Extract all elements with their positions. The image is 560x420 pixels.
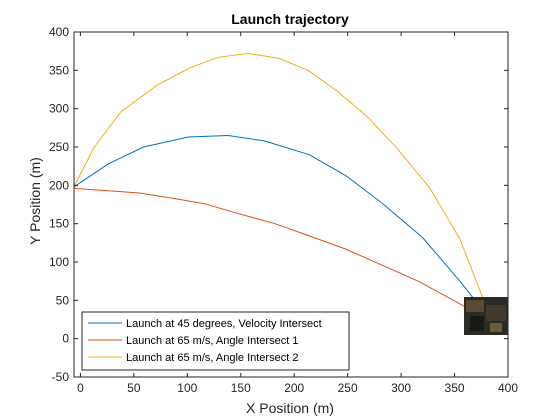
x-tick-label: 250: [338, 381, 358, 395]
series-line-1: [73, 135, 493, 323]
legend-entry-1: Launch at 45 degrees, Velocity Intersect: [126, 318, 322, 330]
x-tick-label: 0: [77, 381, 84, 395]
axes-layer: 0 50 100 150 200 250 300 350 400 -50 0 50 100 150 200 2…: [49, 25, 518, 395]
legend-entry-3: Launch at 65 m/s, Angle Intersect 2: [126, 352, 298, 364]
y-tick-label: 200: [49, 178, 69, 192]
y-tick-label: 50: [56, 293, 70, 307]
x-tick-label: 200: [284, 381, 304, 395]
photo-shape-4: [490, 323, 502, 332]
y-tick-label: 300: [49, 102, 69, 116]
y-tick-label: 0: [62, 332, 69, 346]
x-tick-label: 150: [231, 381, 251, 395]
x-tick-label: 100: [177, 381, 197, 395]
photo-thumbnail: [464, 297, 508, 335]
photo-shape-3: [470, 316, 484, 331]
y-axis-label: Y Position (m): [27, 157, 43, 245]
x-tick-label: 300: [391, 381, 411, 395]
series-layer: [73, 53, 493, 323]
legend: Launch at 45 degrees, Velocity Intersect…: [81, 311, 350, 371]
overlay-layer: [464, 297, 508, 335]
legend-box: [81, 311, 350, 371]
legend-entry-2: Launch at 65 m/s, Angle Intersect 1: [126, 335, 298, 347]
x-axis-label: X Position (m): [246, 400, 334, 416]
y-tick-label: 150: [49, 217, 69, 231]
photo-shape-2: [486, 305, 506, 321]
y-tick-label: 350: [49, 63, 69, 77]
series-line-3: [73, 53, 493, 323]
chart-title: Launch trajectory: [231, 11, 349, 27]
axes-box: [73, 31, 509, 378]
x-tick-label: 400: [498, 381, 518, 395]
y-tick-label: -50: [52, 370, 70, 384]
x-tick-label: 350: [445, 381, 465, 395]
y-tick-label: 400: [49, 25, 69, 39]
y-tick-label: 100: [49, 255, 69, 269]
photo-shape-1: [466, 300, 484, 312]
y-tick-label: 250: [49, 140, 69, 154]
series-line-2: [73, 187, 493, 323]
x-tick-label: 50: [127, 381, 141, 395]
